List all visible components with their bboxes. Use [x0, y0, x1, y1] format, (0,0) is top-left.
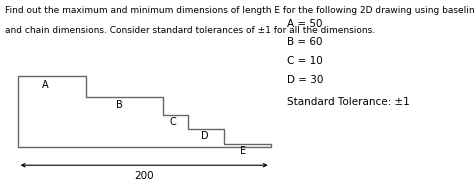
Text: B: B [116, 100, 123, 110]
Text: A: A [42, 80, 48, 90]
Text: A = 50: A = 50 [287, 19, 322, 29]
Text: E: E [240, 146, 246, 156]
Text: D = 30: D = 30 [287, 75, 323, 85]
Text: and chain dimensions. Consider standard tolerances of ±1 for all the dimensions.: and chain dimensions. Consider standard … [5, 26, 375, 35]
Text: D: D [201, 131, 209, 141]
Text: Find out the maximum and minimum dimensions of length E for the following 2D dra: Find out the maximum and minimum dimensi… [5, 6, 474, 15]
Text: B = 60: B = 60 [287, 37, 322, 47]
Text: 200: 200 [134, 171, 154, 181]
Text: C = 10: C = 10 [287, 56, 322, 66]
Text: Standard Tolerance: ±1: Standard Tolerance: ±1 [287, 97, 410, 107]
Text: C: C [170, 117, 176, 127]
